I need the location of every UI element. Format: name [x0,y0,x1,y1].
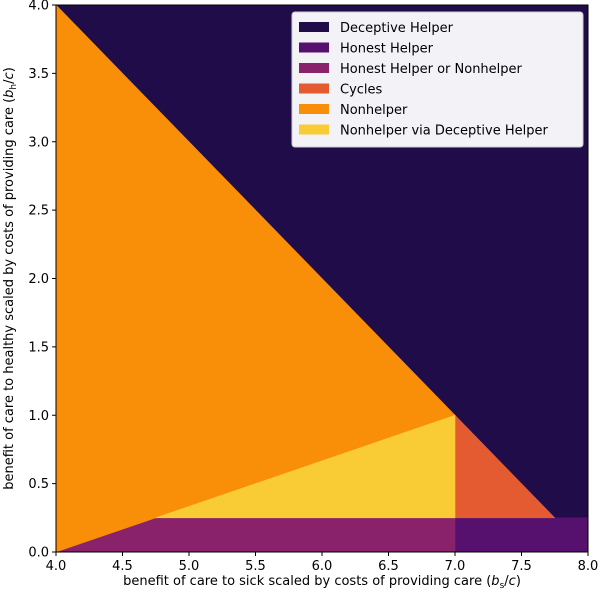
y-tick-label: 2.0 [28,272,49,287]
y-tick-label: 4.0 [28,0,49,14]
legend-swatch-honest-helper [299,42,329,53]
x-axis-label: benefit of care to sick scaled by costs … [123,574,521,591]
region-honest-helper [454,517,589,553]
region-nonhelper-via-deceptive-helper [155,414,456,519]
legend-label-honest-helper: Honest Helper [340,42,434,57]
legend: Deceptive Helper Honest Helper Honest Help… [291,11,584,148]
y-axis-ticks: 0.0 0.5 1.0 1.5 2.0 2.5 3.0 3.5 4.0 [28,0,56,561]
y-tick-label: 0.5 [28,477,49,492]
legend-label-nonhelper-via-deceptive-helper: Nonhelper via Deceptive Helper [340,124,548,139]
legend-label-honest-helper-or-nonhelper: Honest Helper or Nonhelper [340,62,523,77]
y-tick-label: 1.0 [28,409,49,424]
x-tick-label: 5.0 [179,559,200,574]
y-tick-label: 3.5 [28,67,49,82]
x-tick-label: 4.5 [112,559,133,574]
y-tick-label: 3.0 [28,135,49,150]
x-tick-label: 6.0 [312,559,333,574]
x-tick-label: 7.0 [445,559,466,574]
x-tick-label: 8.0 [578,559,599,574]
legend-swatch-nonhelper-via-deceptive-helper [299,124,329,135]
y-tick-label: 1.5 [28,340,49,355]
legend-label-cycles: Cycles [340,83,383,98]
x-tick-label: 5.5 [245,559,266,574]
x-axis-ticks: 4.0 4.5 5.0 5.5 6.0 6.5 7.0 7.5 8.0 [46,552,599,574]
legend-swatch-deceptive-helper [299,22,329,32]
y-tick-label: 2.5 [28,204,49,219]
y-axis-label: benefit of care to healthy scaled by cos… [2,67,19,490]
legend-swatch-honest-helper-or-nonhelper [299,63,329,73]
legend-label-deceptive-helper: Deceptive Helper [340,21,454,36]
legend-swatch-nonhelper [299,104,329,114]
legend-swatch-cycles [299,83,329,94]
x-tick-label: 4.0 [46,559,67,574]
legend-box [291,11,584,148]
legend-label-nonhelper: Nonhelper [340,103,408,118]
x-tick-label: 7.5 [511,559,532,574]
y-tick-label: 0.0 [28,546,49,561]
x-tick-label: 6.5 [378,559,399,574]
